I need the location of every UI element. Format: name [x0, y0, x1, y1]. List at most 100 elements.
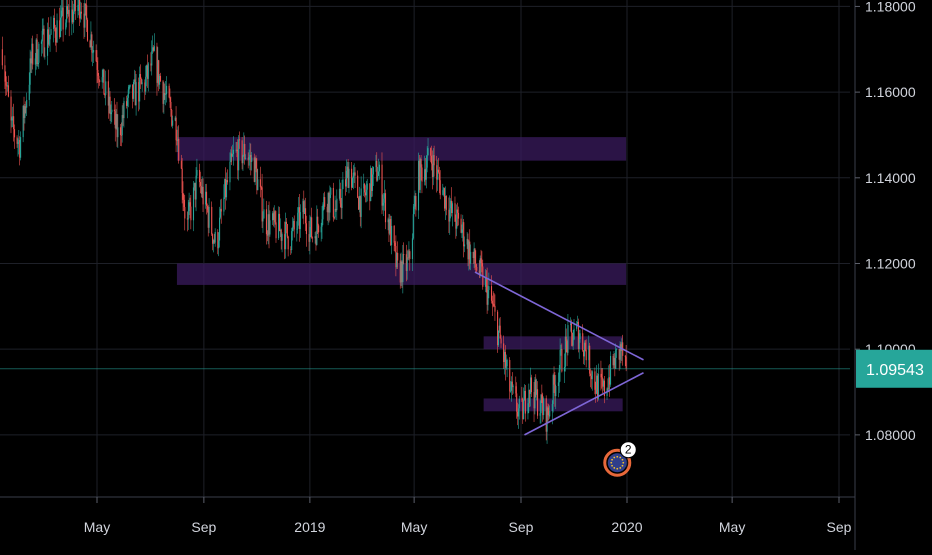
- candle-body: [547, 407, 549, 416]
- candle-body: [259, 179, 261, 187]
- candle-body: [299, 212, 301, 230]
- candle-body: [113, 109, 115, 112]
- candle-body: [369, 183, 371, 202]
- candle-body: [127, 89, 129, 98]
- candle-body: [491, 300, 493, 304]
- candle-body: [487, 289, 489, 305]
- candle-body: [83, 13, 85, 28]
- candle-body: [12, 116, 14, 119]
- candle-body: [529, 389, 531, 394]
- candle-body: [122, 115, 124, 119]
- candle-body: [79, 11, 82, 19]
- candle-body: [384, 193, 386, 199]
- time-tick-label: Sep: [191, 519, 216, 535]
- candle-body: [134, 79, 136, 106]
- candle-body: [589, 345, 591, 374]
- candle-body: [225, 180, 228, 198]
- candle-body: [444, 188, 446, 209]
- candle-body: [273, 211, 275, 221]
- price-axis-panel[interactable]: [850, 0, 932, 550]
- candle-body: [61, 7, 63, 11]
- candle-body: [448, 209, 450, 222]
- candle-body: [144, 82, 146, 92]
- candle-body: [427, 148, 429, 156]
- candle-body: [463, 222, 465, 247]
- candle-body: [533, 392, 535, 409]
- candle-body: [366, 183, 368, 190]
- candle-body: [169, 97, 171, 102]
- candle-body: [97, 69, 99, 76]
- candle-body: [541, 394, 543, 404]
- candle-body: [340, 203, 342, 209]
- candle-body: [585, 349, 587, 361]
- time-tick-label: May: [401, 519, 427, 535]
- candle-body: [625, 356, 627, 369]
- candle-body: [298, 207, 301, 230]
- candle-body: [602, 379, 604, 387]
- candle-body: [608, 377, 610, 390]
- candle-body: [535, 379, 537, 395]
- candle-body: [600, 373, 602, 378]
- candle-body: [464, 244, 466, 247]
- candle-body: [245, 158, 247, 160]
- candle-body: [188, 202, 190, 212]
- candle-body: [296, 228, 298, 230]
- candle-body: [84, 3, 86, 28]
- candle-body: [609, 355, 612, 385]
- price-zone: [176, 137, 627, 161]
- time-axis-panel[interactable]: [0, 497, 850, 550]
- candle-body: [436, 165, 438, 180]
- candle-body: [455, 221, 457, 229]
- candle-body: [412, 214, 414, 239]
- candle-body: [44, 55, 46, 57]
- candle-body: [41, 30, 43, 42]
- candle-body: [456, 209, 458, 229]
- candle-body: [269, 220, 271, 235]
- candle-body: [576, 321, 579, 324]
- candle-body: [287, 236, 289, 250]
- candle-body: [218, 240, 220, 249]
- candle-body: [159, 75, 162, 82]
- candle-body: [35, 39, 37, 59]
- candle-body: [596, 375, 599, 399]
- candle-body: [132, 84, 134, 99]
- candle-body: [120, 135, 122, 136]
- price-axis-labels: 1.180001.160001.140001.120001.100001.080…: [855, 0, 916, 443]
- candle-body: [223, 197, 225, 212]
- candle-body: [372, 167, 374, 175]
- candle-body: [303, 201, 305, 214]
- candle-body: [353, 172, 355, 174]
- candle-body: [165, 94, 167, 95]
- event-marker-ring: [603, 448, 632, 477]
- candle-body: [34, 58, 36, 65]
- candle-body: [342, 179, 344, 190]
- candle-body: [411, 238, 413, 259]
- candle-body: [247, 158, 249, 160]
- candle-body: [322, 204, 324, 220]
- candle-body: [500, 338, 502, 344]
- candle-body: [321, 219, 323, 227]
- economic-event-marker[interactable]: 2: [603, 441, 637, 477]
- candle-body: [147, 63, 149, 79]
- candle-body: [584, 342, 586, 350]
- candle-body: [335, 208, 337, 211]
- candle-body: [371, 168, 373, 191]
- candle-body: [29, 58, 31, 85]
- candle-body: [7, 85, 9, 87]
- candle-body: [470, 251, 472, 264]
- candle-body: [43, 28, 45, 57]
- candle-body: [186, 218, 188, 220]
- candle-body: [449, 208, 451, 222]
- candle-body: [104, 94, 106, 96]
- candle-body: [293, 220, 295, 230]
- candle-body: [594, 371, 596, 390]
- candle-body: [99, 80, 101, 83]
- candle-body: [170, 101, 172, 110]
- candle-body: [323, 197, 325, 205]
- eu-flag-star: [610, 461, 613, 464]
- candle-body: [457, 212, 460, 219]
- candle-body: [157, 60, 159, 83]
- candle-body: [278, 213, 281, 232]
